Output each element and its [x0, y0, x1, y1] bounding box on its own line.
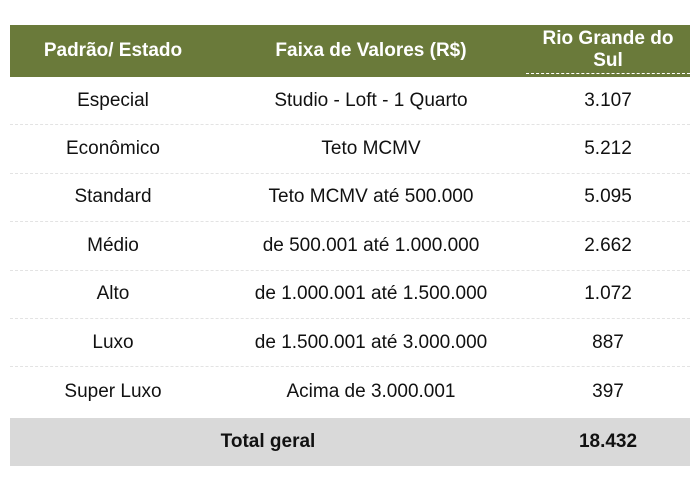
cell-valor: 887: [592, 331, 624, 353]
cell-faixa: Teto MCMV: [321, 138, 421, 160]
cell-padrao: Luxo: [92, 331, 134, 353]
table-row: Alto de 1.000.001 até 1.500.000 1.072: [10, 271, 690, 319]
table-row: Médio de 500.001 até 1.000.000 2.662: [10, 222, 690, 271]
header-faixa-valores: Faixa de Valores (R$): [275, 40, 467, 61]
cell-padrao: Médio: [87, 234, 139, 256]
total-label: Total geral: [220, 430, 316, 452]
cell-padrao: Econômico: [66, 138, 160, 160]
header-rio-grande-do-sul: Rio Grande do Sul: [526, 28, 690, 74]
cell-padrao: Alto: [96, 283, 130, 305]
cell-faixa: Studio - Loft - 1 Quarto: [274, 89, 468, 111]
table-row: Standard Teto MCMV até 500.000 5.095: [10, 174, 690, 223]
cell-valor: 1.072: [584, 283, 632, 305]
cell-faixa: Acima de 3.000.001: [286, 380, 456, 402]
header-padrao-estado: Padrão/ Estado: [43, 40, 183, 61]
cell-faixa: de 1.000.001 até 1.500.000: [254, 283, 488, 305]
table-header: Padrão/ Estado Faixa de Valores (R$) Rio…: [10, 25, 690, 77]
cell-valor: 3.107: [584, 89, 632, 111]
cell-padrao: Standard: [74, 186, 152, 208]
table-row: Luxo de 1.500.001 até 3.000.000 887: [10, 319, 690, 368]
cell-valor: 397: [592, 380, 624, 402]
cell-padrao: Super Luxo: [64, 380, 162, 402]
cell-faixa: de 500.001 até 1.000.000: [262, 234, 480, 256]
cell-faixa: Teto MCMV até 500.000: [268, 186, 474, 208]
cell-valor: 5.095: [584, 186, 632, 208]
table-row: Econômico Teto MCMV 5.212: [10, 125, 690, 174]
cell-valor: 5.212: [584, 138, 632, 160]
table-row: Especial Studio - Loft - 1 Quarto 3.107: [10, 77, 690, 126]
total-value: 18.432: [578, 430, 638, 452]
table-row: Super Luxo Acima de 3.000.001 397: [10, 367, 690, 415]
cell-valor: 2.662: [584, 234, 632, 256]
cell-faixa: de 1.500.001 até 3.000.000: [254, 331, 488, 353]
data-table: Padrão/ Estado Faixa de Valores (R$) Rio…: [10, 25, 690, 466]
total-row: Total geral 18.432: [10, 417, 690, 466]
cell-padrao: Especial: [77, 89, 149, 111]
